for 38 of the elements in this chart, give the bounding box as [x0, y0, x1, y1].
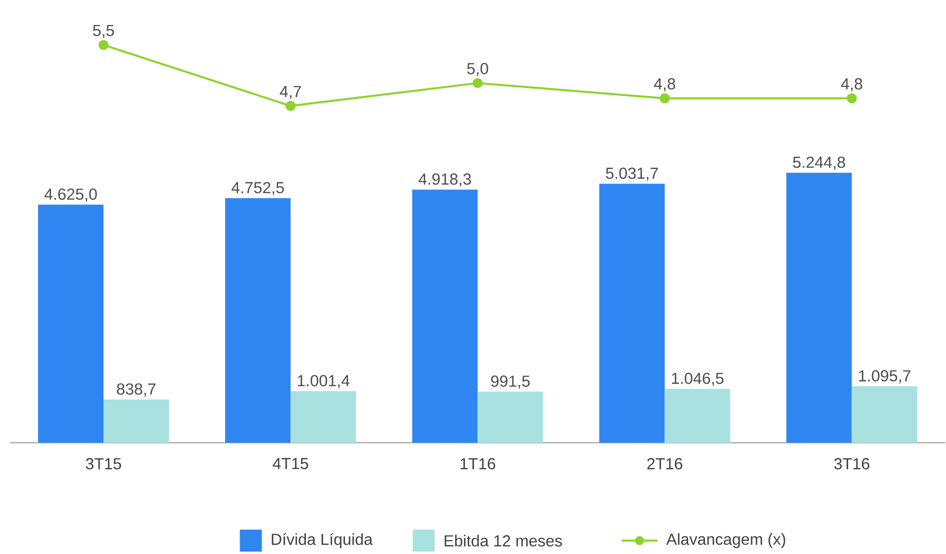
data-label: 4,8: [841, 78, 862, 92]
x-tick-label: 3T16: [834, 458, 870, 470]
bar: [412, 190, 478, 443]
bar: [290, 391, 356, 443]
point: [286, 101, 296, 112]
point: [660, 93, 670, 104]
data-label: 5,0: [467, 63, 488, 76]
legend-label: Alavancagem (x): [666, 533, 786, 548]
data-label: 5,5: [93, 25, 114, 38]
data-label: 4.918,3: [418, 174, 471, 187]
bar: [852, 386, 918, 443]
point: [846, 93, 857, 104]
bar: [38, 204, 104, 443]
legend-label: Dívida Líquida: [272, 533, 373, 548]
data-label: 4,8: [654, 78, 676, 92]
data-label: 1.001,4: [298, 375, 350, 388]
bar: [225, 198, 291, 443]
data-label: 1.046,5: [672, 372, 724, 386]
x-tick-label: 3T15: [86, 458, 122, 470]
bar: [104, 400, 170, 443]
data-label: 838,7: [116, 384, 156, 397]
data-label: 5.031,7: [606, 168, 658, 181]
bar: [786, 172, 852, 443]
legend-label: Ebitda 12 meses: [444, 534, 562, 547]
x-tick-label: 1T16: [460, 458, 496, 470]
point: [472, 78, 483, 88]
data-label: 4,7: [280, 86, 301, 100]
data-label: 1.095,7: [859, 370, 910, 384]
x-tick-label: 2T16: [647, 458, 682, 470]
bar: [599, 184, 665, 443]
data-label: 4.752,5: [232, 182, 284, 196]
data-label: 4.625,0: [44, 188, 97, 202]
bar: [664, 389, 730, 443]
bar: [478, 392, 544, 443]
data-label: 5.244,8: [793, 156, 846, 170]
data-label: 991,5: [491, 376, 530, 389]
point: [98, 40, 109, 50]
x-tick-label: 4T15: [272, 458, 308, 470]
